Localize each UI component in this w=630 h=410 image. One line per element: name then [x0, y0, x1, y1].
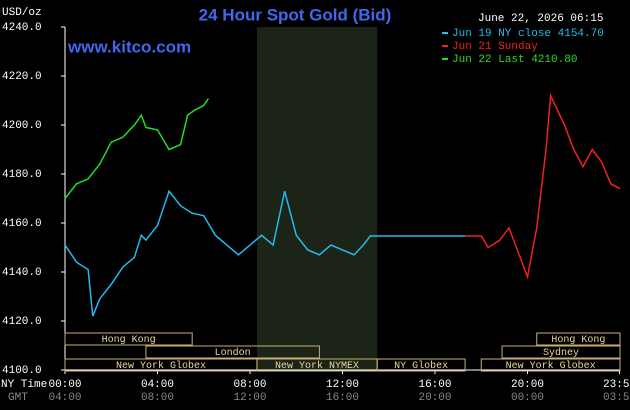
x2-axis-label: GMT: [8, 392, 28, 404]
x-tick-label: 04:00: [141, 379, 174, 391]
y-tick-label: 4160.0: [2, 218, 42, 230]
unit-label: USD/oz: [2, 7, 42, 19]
price-line: [64, 189, 466, 317]
session-box: [480, 358, 621, 372]
y-tick-label: 4200.0: [2, 120, 42, 132]
y-tick-label: 4240.0: [2, 22, 42, 34]
x2-tick-label: 03:59: [603, 392, 630, 404]
y-tick-label: 4120.0: [2, 316, 42, 328]
y-tick-label: 4220.0: [2, 71, 42, 83]
session-shade: [256, 27, 378, 370]
x-tick-label: 12:00: [326, 379, 359, 391]
x2-tick-label: 08:00: [141, 392, 174, 404]
x2-tick-label: 20:00: [418, 392, 451, 404]
session-label: New York NYMEX: [275, 360, 359, 372]
x-tick-label: 20:00: [511, 379, 544, 391]
chart-title: 24 Hour Spot Gold (Bid): [199, 5, 392, 24]
x2-tick-label: 04:00: [48, 392, 81, 404]
session-label: Sydney: [543, 347, 579, 359]
session-label: NY Globex: [394, 360, 448, 372]
x-tick-label: 23:59: [603, 379, 630, 391]
watermark: www.kitco.com: [67, 37, 191, 56]
x-axis-label: NY Time: [1, 379, 47, 391]
session-label: Hong Kong: [551, 335, 605, 346]
x-tick-label: 08:00: [233, 379, 266, 391]
y-tick-label: 4100.0: [2, 365, 42, 377]
x2-tick-label: 00:00: [511, 392, 544, 404]
session-label: London: [215, 347, 251, 359]
session-label: New York Globex: [506, 360, 596, 372]
price-line: [64, 98, 209, 199]
x2-tick-label: 16:00: [326, 392, 359, 404]
timestamp: June 22, 2026 06:15: [478, 13, 603, 25]
x-tick-label: 00:00: [48, 379, 81, 391]
session-box: [64, 332, 193, 346]
legend-label: Jun 19 NY close 4154.70: [452, 28, 604, 40]
x-tick-label: 16:00: [418, 379, 451, 391]
legend-label: Jun 22 Last 4210.80: [452, 54, 577, 66]
price-line: [465, 92, 621, 280]
legend-label: Jun 21 Sunday: [452, 41, 538, 53]
session-box: [376, 358, 466, 372]
session-box: [536, 332, 621, 346]
x2-tick-label: 12:00: [233, 392, 266, 404]
session-label: Hong Kong: [102, 335, 156, 346]
y-tick-label: 4180.0: [2, 169, 42, 181]
session-label: New York Globex: [116, 360, 206, 372]
session-box: [501, 345, 621, 359]
y-tick-label: 4140.0: [2, 267, 42, 279]
session-box: [145, 345, 320, 359]
